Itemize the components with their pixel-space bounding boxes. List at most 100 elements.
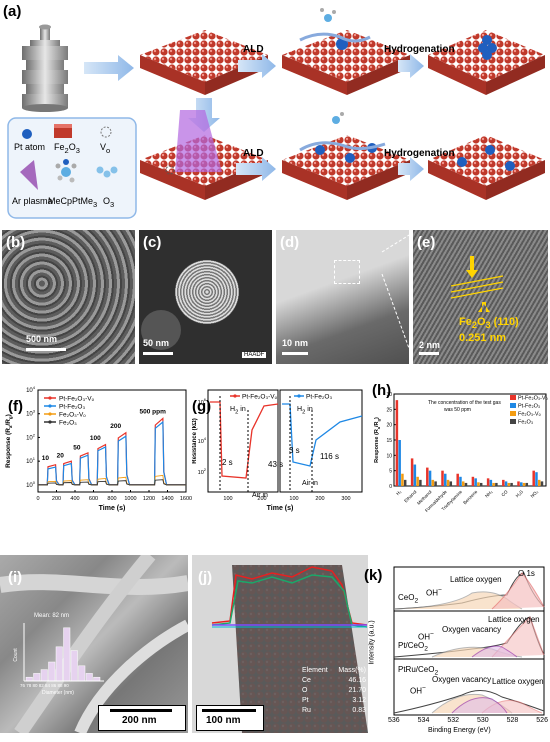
bar [449, 481, 453, 486]
diameter-histogram: Count [13, 623, 104, 682]
panel-k-label: (k) [364, 567, 383, 584]
bar [479, 482, 483, 486]
panel-h: (h) 0 5 10 15 20 25 30 Response (Ra/Rg) The conc… [372, 380, 550, 530]
bar [416, 476, 419, 486]
panel-e: (e) Fe2O3 (110) 0.251 nm 2 nm [413, 230, 548, 364]
legend-fe2o3: Fe2O3 [54, 142, 80, 155]
legend-o3: O3 [103, 196, 115, 209]
k-xtick: 526 [536, 717, 548, 724]
y-tick-label: 104 [198, 436, 207, 445]
legend-swatch [510, 395, 516, 400]
lattice-spacing-label: 0.251 nm [459, 332, 507, 344]
legend-entry: Pt-Fe₂O₃-Vₒ [59, 396, 95, 403]
chart-h: 0 5 10 15 20 25 30 Response (Ra/Rg) The concentr… [374, 392, 548, 513]
concentration-label: 20 [57, 453, 65, 460]
eds-col-mass: Mass(%) [338, 667, 366, 674]
hist-mean-label: Mean: 82 nm [34, 613, 70, 619]
legend-entry: Pt-Fe₂O₃ [306, 394, 332, 401]
bar [517, 481, 520, 486]
bar [441, 470, 444, 486]
histogram-bar [40, 669, 48, 682]
table-row: Ce 46.16 [302, 677, 366, 684]
panel-d: (d) 10 nm [276, 230, 409, 364]
bar [474, 478, 477, 486]
bar [502, 479, 505, 486]
panel-h-label: (h) [372, 382, 392, 399]
x-tick-label: 100 [289, 496, 298, 502]
y-tick-label: 101 [26, 456, 36, 465]
bar [461, 481, 465, 486]
bar [535, 472, 538, 486]
bar [471, 476, 475, 486]
x-tick-label: 1200 [143, 496, 155, 502]
panel-j: (j) Element Mass(%) Ce 46.16 O 21.70 Pt … [192, 555, 368, 733]
bar [540, 481, 544, 486]
x-tick-label: 400 [70, 496, 79, 502]
ald-label-top: ALD [243, 44, 264, 55]
y-tick-label: 25 [386, 407, 392, 413]
y-tick-label: 0 [389, 484, 392, 490]
bar [434, 481, 437, 486]
legend-marker [297, 394, 301, 398]
eds-table: Element Mass(%) Ce 46.16 O 21.70 Pt 3.12… [302, 667, 366, 714]
histogram-bar [93, 676, 101, 682]
flow-arrow [398, 54, 424, 78]
bar [477, 482, 480, 486]
bar [446, 479, 450, 486]
k-xtick: 530 [476, 717, 489, 724]
time-2s: 2 s [222, 458, 233, 467]
chart-title: was 50 ppm [444, 407, 471, 413]
lattice-oxygen-2: Lattice oxygen [488, 615, 540, 624]
k-ylabel: Intensity (a.u.) [368, 620, 376, 665]
x-tick-label: 800 [107, 496, 116, 502]
hist-ticks: 76 78 80 82 84 86 88 90 [20, 683, 69, 688]
x-tick-label: CO [500, 489, 509, 498]
bar [459, 476, 462, 486]
y-tick-label: 20 [386, 423, 392, 429]
bar [403, 479, 407, 486]
histogram-bar [25, 676, 33, 682]
legend-swatch [510, 411, 516, 416]
k-xtick: 534 [417, 717, 430, 724]
series-line [38, 479, 186, 486]
histogram-inset: Count Mean: 82 nm Diameter (nm) 76 78 80… [12, 613, 110, 697]
x-tick-label: 200 [315, 496, 324, 502]
sample-ptru-ceo2: PtRu/CeO2 [398, 665, 439, 677]
legend-ar-plasma: Ar plasma [12, 196, 53, 206]
histogram-bar [78, 665, 86, 682]
legend-swatch [510, 419, 516, 424]
panel-b-label: (b) [6, 234, 26, 251]
time-43s: 43 s [268, 460, 284, 469]
flow-arrow [398, 157, 424, 181]
precursor-cylinder [22, 24, 68, 112]
lattice-oxygen-3: Lattice oxygen [492, 677, 544, 686]
x-axis-label: Time (s) [267, 505, 294, 512]
y-tick-label: 15 [386, 438, 392, 444]
bar [486, 478, 490, 486]
panel-b: (b) 500 nm [2, 230, 135, 364]
concentration-label: 50 [73, 444, 81, 451]
oh-2: OH− [418, 631, 434, 642]
k-xtick: 536 [388, 717, 400, 724]
legend-marker [48, 420, 52, 424]
chart-g: 102 104 106 100 200 100 200 300 Time (s) Resistan… [192, 389, 363, 512]
scale-bar [143, 352, 173, 355]
x-tick-label: 200 [52, 496, 61, 502]
time-3s: 3 s [289, 446, 300, 455]
substrate-top-2 [282, 8, 410, 95]
panel-g-label: (g) [192, 398, 212, 415]
y-axis-label: Response (Ra/Rg) [5, 414, 13, 468]
y-axis-label: Response (Ra/Rg) [374, 417, 381, 463]
bar [456, 473, 459, 486]
x-tick-label: 300 [341, 496, 350, 502]
k-xticks: 536 534 532 530 528 526 [388, 717, 548, 724]
panel-i-label: (i) [8, 569, 23, 586]
legend-pt-atom: Pt atom [14, 142, 46, 152]
bar [520, 482, 523, 486]
panel-g: (g) 102 104 106 100 200 100 200 300 Time (s) Resi… [192, 380, 368, 530]
bar [504, 481, 508, 486]
panel-f: (f) 0 200 400 600 800 1000 1200 1400 1600 100 101 1… [0, 380, 192, 530]
haadf-badge: HAADF [242, 352, 267, 358]
bar [522, 482, 526, 486]
bar [426, 467, 429, 486]
